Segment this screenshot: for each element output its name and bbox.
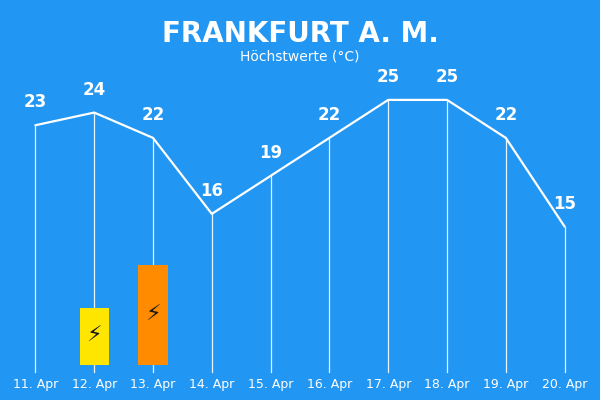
- Text: 22: 22: [142, 106, 164, 124]
- Bar: [79, 308, 109, 365]
- Text: ⚡: ⚡: [86, 326, 102, 346]
- Text: 25: 25: [436, 68, 458, 86]
- Text: 14. Apr: 14. Apr: [189, 378, 235, 391]
- Text: FRANKFURT A. M.: FRANKFURT A. M.: [161, 20, 439, 48]
- Text: 15. Apr: 15. Apr: [248, 378, 293, 391]
- Text: Höchstwerte (°C): Höchstwerte (°C): [240, 50, 360, 64]
- Text: 22: 22: [494, 106, 517, 124]
- Text: 23: 23: [24, 94, 47, 112]
- Bar: [139, 265, 168, 365]
- Text: 13. Apr: 13. Apr: [130, 378, 176, 391]
- Text: ⚡: ⚡: [145, 305, 161, 325]
- Text: 16. Apr: 16. Apr: [307, 378, 352, 391]
- Text: 16: 16: [200, 182, 223, 200]
- Text: 24: 24: [83, 81, 106, 99]
- Text: 15: 15: [553, 195, 576, 213]
- Text: 22: 22: [318, 106, 341, 124]
- Text: 19: 19: [259, 144, 282, 162]
- Text: 19. Apr: 19. Apr: [483, 378, 529, 391]
- Text: 18. Apr: 18. Apr: [424, 378, 470, 391]
- Text: 20. Apr: 20. Apr: [542, 378, 587, 391]
- Text: 25: 25: [377, 68, 400, 86]
- Text: 12. Apr: 12. Apr: [71, 378, 117, 391]
- Text: 17. Apr: 17. Apr: [365, 378, 411, 391]
- Text: 11. Apr: 11. Apr: [13, 378, 58, 391]
